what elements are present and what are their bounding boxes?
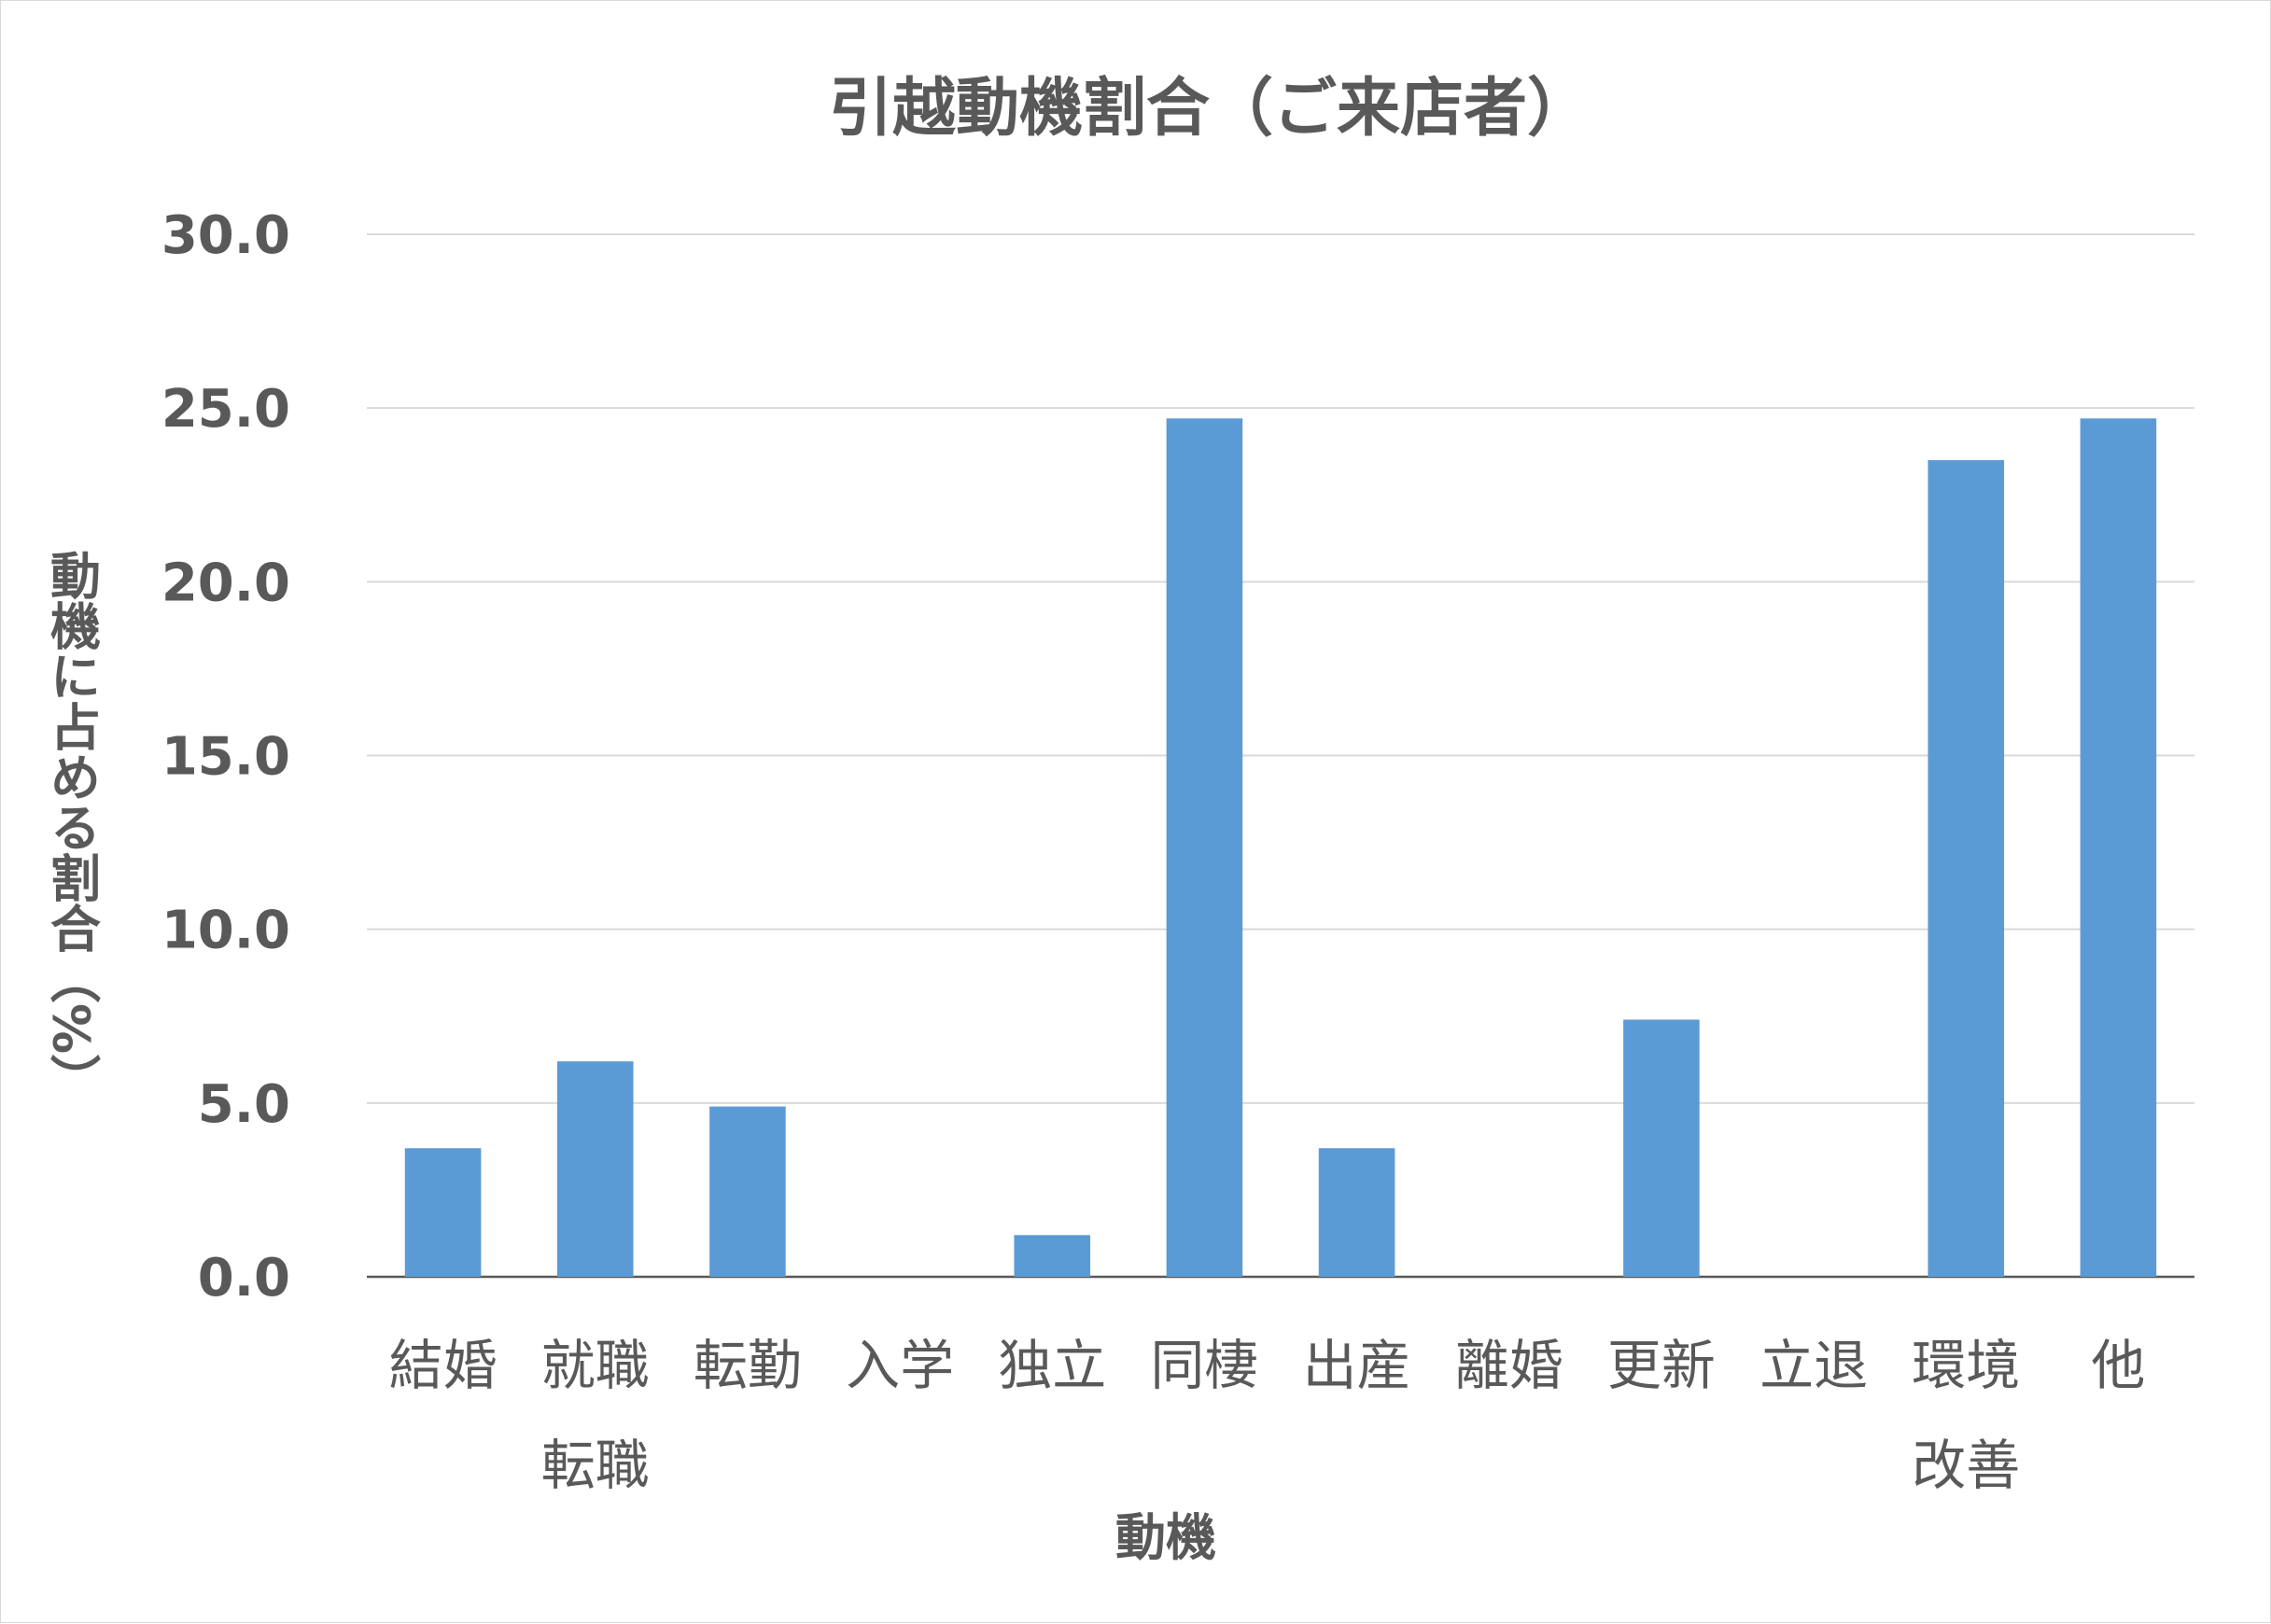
y-tick-label: 30.0: [161, 205, 290, 266]
x-tick-label: 独立: [998, 1334, 1106, 1397]
bar: [1318, 1148, 1395, 1277]
x-tick-label: 同棲: [1150, 1334, 1258, 1397]
x-axis-title: 動機: [1115, 1508, 1216, 1567]
bars: [404, 418, 2157, 1277]
y-axis-title: 動機に占める割合（%）: [42, 550, 101, 1104]
bar: [1928, 460, 2005, 1277]
bar: [556, 1061, 634, 1277]
chart-title: 引越動機割合（ご来店者）: [829, 72, 1591, 146]
x-tick-label: 出産: [1303, 1334, 1411, 1397]
x-tick-label: 環境: [1912, 1334, 2020, 1397]
x-tick-label: 転勤: [694, 1334, 802, 1397]
x-tick-label: 結婚: [389, 1334, 498, 1397]
y-axis-tick-labels: 0.0 5.0 10.0 15.0 20.0 25.0 30.0: [161, 205, 290, 1309]
x-tick-label: 離婚: [1455, 1334, 1563, 1397]
y-tick-label: 5.0: [198, 1074, 290, 1135]
bar: [1014, 1235, 1091, 1277]
y-tick-label: 25.0: [161, 379, 290, 440]
gridlines: [367, 233, 2194, 1279]
x-tick-label: 更新: [1607, 1334, 1716, 1397]
y-tick-label: 15.0: [161, 727, 290, 788]
bar: [1623, 1019, 1700, 1277]
x-tick-label: 改善: [1912, 1434, 2020, 1497]
x-tick-label: 他: [2091, 1334, 2145, 1397]
bar: [2080, 418, 2157, 1277]
bar: [404, 1148, 482, 1277]
x-tick-label: 入学: [846, 1334, 954, 1397]
x-tick-label: 立退: [1759, 1334, 1868, 1397]
bar: [1166, 418, 1243, 1277]
x-tick-label: 就職: [541, 1334, 650, 1397]
y-tick-label: 10.0: [161, 901, 290, 961]
y-tick-label: 0.0: [198, 1248, 290, 1309]
bar: [709, 1106, 786, 1277]
y-tick-label: 20.0: [161, 553, 290, 613]
x-tick-label: 転職: [541, 1434, 650, 1497]
